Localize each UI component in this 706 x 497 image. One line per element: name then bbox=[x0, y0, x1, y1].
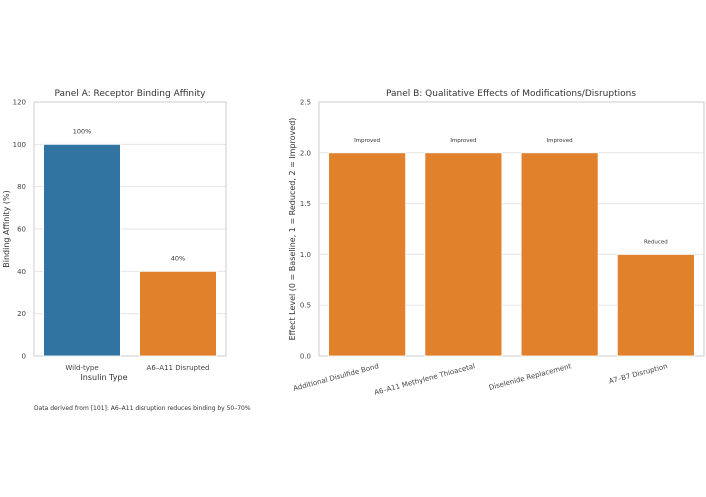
panel-b: Panel B: Qualitative Effects of Modifica… bbox=[288, 89, 705, 397]
bar bbox=[520, 152, 599, 357]
footnote: Data derived from [101]: A6–A11 disrupti… bbox=[34, 405, 251, 412]
data-label: Reduced bbox=[644, 239, 668, 245]
y-tick-label: 0 bbox=[22, 353, 26, 361]
panel-a-title: Panel A: Receptor Binding Affinity bbox=[54, 89, 206, 99]
bar bbox=[328, 152, 407, 357]
panel-a-ylabel: Binding Affinity (%) bbox=[2, 190, 11, 268]
y-tick-label: 0.0 bbox=[300, 353, 311, 361]
y-tick-label: 2.0 bbox=[300, 149, 311, 157]
y-tick-label: 1.0 bbox=[300, 251, 311, 259]
panel-b-title: Panel B: Qualitative Effects of Modifica… bbox=[386, 89, 636, 99]
y-tick-label: 0.5 bbox=[300, 302, 311, 310]
data-label: 40% bbox=[171, 254, 185, 262]
data-label: Improved bbox=[450, 138, 476, 144]
bar bbox=[139, 270, 217, 357]
y-tick-label: 120 bbox=[13, 99, 26, 107]
panel-a: Panel A: Receptor Binding Affinity Insul… bbox=[2, 89, 227, 382]
axes-frame bbox=[33, 101, 227, 357]
y-tick-label: 2.5 bbox=[300, 99, 311, 107]
panel-a-xlabel: Insulin Type bbox=[80, 373, 127, 382]
axes-frame bbox=[318, 101, 705, 357]
x-tick-label: Additional Disulfide Bond bbox=[292, 362, 379, 393]
y-tick-label: 80 bbox=[17, 183, 26, 191]
y-tick-label: 100 bbox=[13, 141, 26, 149]
x-tick-label: Wild-type bbox=[65, 364, 98, 372]
data-label: Improved bbox=[354, 138, 380, 144]
x-tick-label: A7–B7 Disruption bbox=[608, 362, 668, 385]
y-tick-label: 20 bbox=[17, 310, 26, 318]
data-label: 100% bbox=[73, 127, 92, 135]
x-tick-label: A6–A11 Disrupted bbox=[147, 364, 210, 372]
bar bbox=[616, 253, 695, 357]
y-tick-label: 1.5 bbox=[300, 200, 311, 208]
x-tick-label: Diselenide Replacement bbox=[488, 362, 572, 392]
bar bbox=[43, 143, 121, 357]
data-label: Improved bbox=[547, 138, 573, 144]
y-tick-label: 40 bbox=[17, 268, 26, 276]
panel-b-ylabel: Effect Level (0 = Baseline, 1 = Reduced,… bbox=[288, 118, 297, 341]
x-tick-label: A6–A11 Methylene Thioacetal bbox=[373, 362, 475, 397]
bar bbox=[424, 152, 503, 357]
y-tick-label: 60 bbox=[17, 226, 26, 234]
